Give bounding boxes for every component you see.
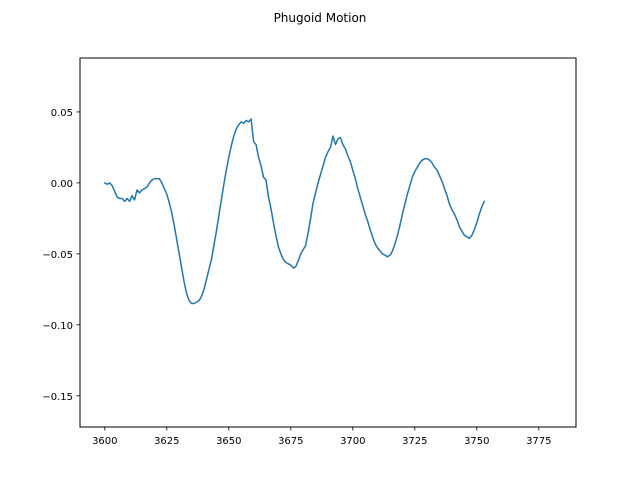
plot-area-frame [79, 57, 577, 428]
x-tick-label: 3600 [92, 436, 117, 447]
y-tick-label: −0.10 [42, 321, 73, 332]
y-tick-label: 0.05 [51, 108, 73, 119]
x-tick-label: 3700 [340, 436, 365, 447]
x-tick-label: 3750 [464, 436, 489, 447]
y-tick-label: −0.05 [42, 250, 73, 261]
series-line [103, 118, 486, 305]
x-tick-label: 3650 [216, 436, 241, 447]
y-axis: 0.05 0.00 −0.05 −0.10 −0.15 [42, 108, 80, 403]
x-tick-label: 3725 [402, 436, 427, 447]
y-tick-label: 0.00 [51, 179, 73, 190]
chart-title: Phugoid Motion [274, 11, 367, 25]
x-tick-label: 3775 [526, 436, 551, 447]
x-axis: 3600 3625 3650 3675 3700 3725 3750 3775 [92, 427, 552, 447]
y-tick-label: −0.15 [42, 392, 73, 403]
series-layer [103, 118, 486, 305]
x-tick-label: 3625 [154, 436, 179, 447]
x-tick-label: 3675 [278, 436, 303, 447]
